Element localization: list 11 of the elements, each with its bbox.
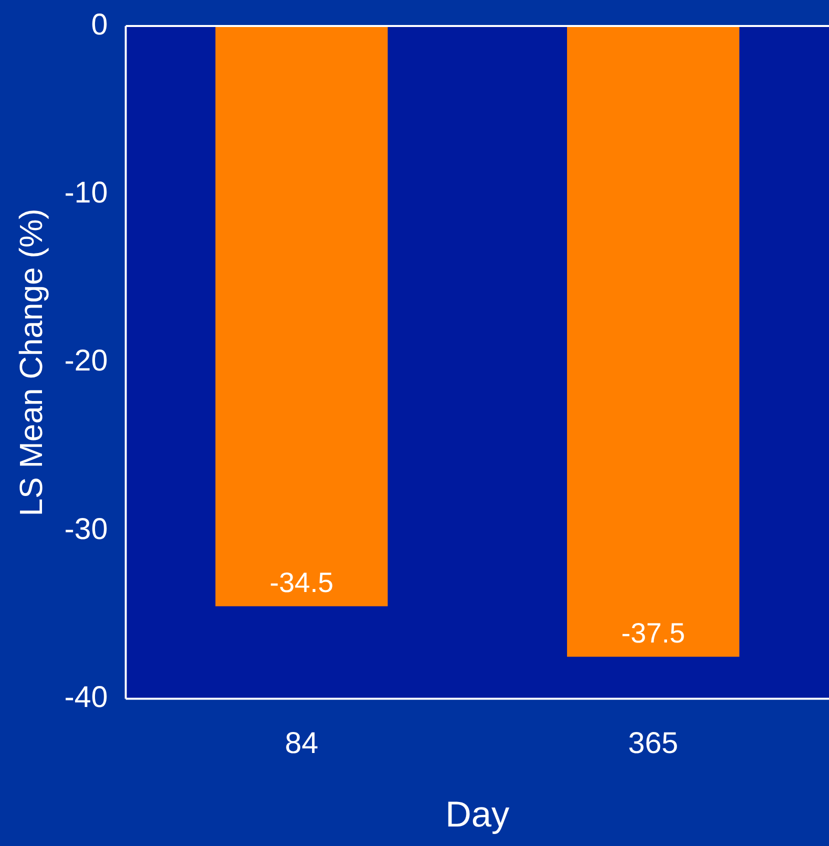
y-tick-label: 0 [91, 8, 108, 42]
x-tick-label: 365 [628, 727, 678, 760]
y-tick-label: -30 [64, 512, 108, 546]
x-axis-title: Day [445, 793, 510, 834]
y-tick-label: -40 [64, 681, 108, 714]
y-axis-title: LS Mean Change (%) [13, 208, 50, 516]
data-label: -37.5 [621, 617, 686, 648]
y-tick-label: -10 [64, 176, 108, 210]
y-tick-label: -20 [64, 344, 108, 378]
x-tick-label: 84 [284, 727, 318, 760]
data-label: -34.5 [270, 567, 334, 598]
